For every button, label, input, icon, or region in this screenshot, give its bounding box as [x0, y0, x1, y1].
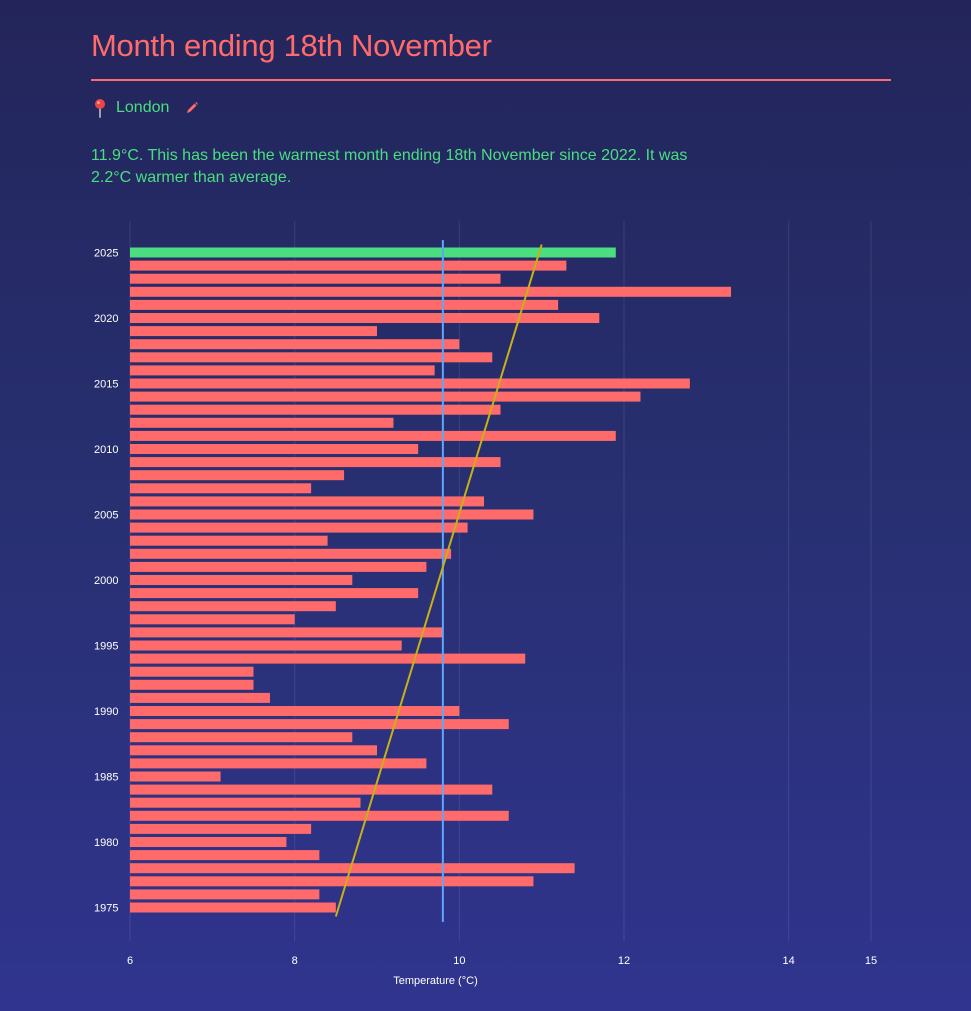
y-axis-labels: 2025 2020 2015 2010 2005 2000 1995 1990 1985 1980…	[94, 248, 118, 915]
bar-2008	[130, 470, 345, 481]
x-axis-labels: 6 8 10 12 14 15	[127, 955, 877, 967]
bar-2000	[130, 575, 353, 585]
page-title: Month ending 18th November	[91, 28, 492, 63]
bar-2003	[130, 535, 328, 546]
location-name: London	[116, 99, 170, 116]
y-tick-label-1990: 1990	[94, 706, 118, 718]
bar-2015	[130, 378, 690, 389]
bar-2009	[130, 457, 501, 468]
title-divider	[91, 79, 891, 81]
bar-1975	[130, 902, 336, 913]
bar-2018	[130, 339, 460, 350]
bar-1983	[130, 797, 361, 808]
bar-2017	[130, 352, 493, 363]
bar-2010	[130, 444, 419, 454]
bar-2020	[130, 313, 600, 323]
bar-2014	[130, 391, 641, 402]
bar-2007	[130, 483, 312, 494]
x-tick-label-12: 12	[618, 955, 630, 967]
bar-2022	[130, 286, 732, 297]
bar-1995	[130, 640, 402, 651]
bar-2004	[130, 522, 468, 533]
location-row: London	[91, 98, 199, 118]
x-tick-label-15: 15	[865, 955, 877, 967]
bar-1988	[130, 732, 353, 743]
bars	[130, 247, 732, 913]
x-tick-label-8: 8	[292, 955, 298, 967]
bar-1986	[130, 758, 427, 769]
bar-1997	[130, 614, 295, 625]
bar-2019	[130, 326, 377, 337]
summary-text: 11.9°C. This has been the warmest month …	[91, 147, 688, 186]
bar-1978	[130, 863, 575, 874]
bar-1980	[130, 837, 287, 847]
bar-2002	[130, 548, 452, 559]
y-tick-label-2020: 2020	[94, 313, 118, 325]
bar-2001	[130, 561, 427, 572]
x-axis-title: Temperature (°C)	[393, 975, 477, 987]
bar-1985	[130, 771, 221, 782]
y-tick-label-2025: 2025	[94, 248, 118, 260]
y-tick-label-1995: 1995	[94, 641, 118, 653]
bar-1993	[130, 666, 254, 677]
bar-1999	[130, 588, 419, 599]
bar-1987	[130, 745, 377, 756]
bar-2024	[130, 260, 567, 271]
y-tick-label-2000: 2000	[94, 575, 118, 587]
y-tick-label-2005: 2005	[94, 510, 118, 522]
bar-2005	[130, 509, 534, 520]
map-pin-icon	[95, 99, 105, 118]
pencil-icon[interactable]	[185, 101, 199, 115]
y-tick-label-1980: 1980	[94, 837, 118, 849]
trend-line	[334, 244, 543, 917]
y-tick-label-2010: 2010	[94, 444, 118, 456]
y-tick-label-2015: 2015	[94, 379, 118, 391]
bar-2011	[130, 430, 616, 441]
bar-1989	[130, 719, 509, 730]
bar-1984	[130, 784, 493, 795]
bar-2021	[130, 299, 559, 310]
y-tick-label-1985: 1985	[94, 772, 118, 784]
bar-2012	[130, 417, 394, 428]
bar-1991	[130, 692, 270, 703]
bar-1981	[130, 823, 312, 834]
bar-1994	[130, 653, 526, 664]
bar-1998	[130, 601, 336, 612]
overlays	[334, 240, 543, 922]
bar-1979	[130, 850, 320, 861]
x-tick-label-6: 6	[127, 955, 133, 967]
bar-2023	[130, 273, 501, 284]
x-tick-label-10: 10	[453, 955, 465, 967]
bar-1976	[130, 889, 320, 900]
bar-1977	[130, 876, 534, 887]
bar-1990	[130, 706, 460, 716]
y-tick-label-1975: 1975	[94, 903, 118, 915]
bar-1992	[130, 679, 254, 690]
bar-2006	[130, 496, 485, 507]
bar-1982	[130, 810, 509, 821]
bar-1996	[130, 627, 443, 638]
x-tick-label-14: 14	[783, 955, 795, 967]
bar-2016	[130, 365, 435, 376]
bar-2025	[130, 247, 616, 258]
bar-2013	[130, 404, 501, 415]
